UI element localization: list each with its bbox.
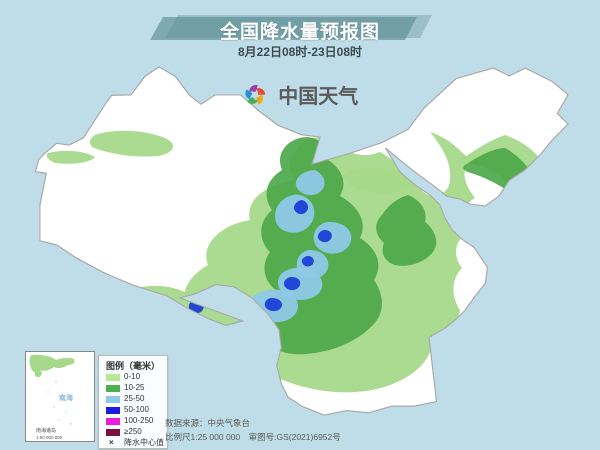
- svg-text:南海诸岛: 南海诸岛: [36, 427, 56, 434]
- svg-text:南海: 南海: [59, 393, 73, 402]
- svg-text:1:50 000 000: 1:50 000 000: [36, 435, 63, 440]
